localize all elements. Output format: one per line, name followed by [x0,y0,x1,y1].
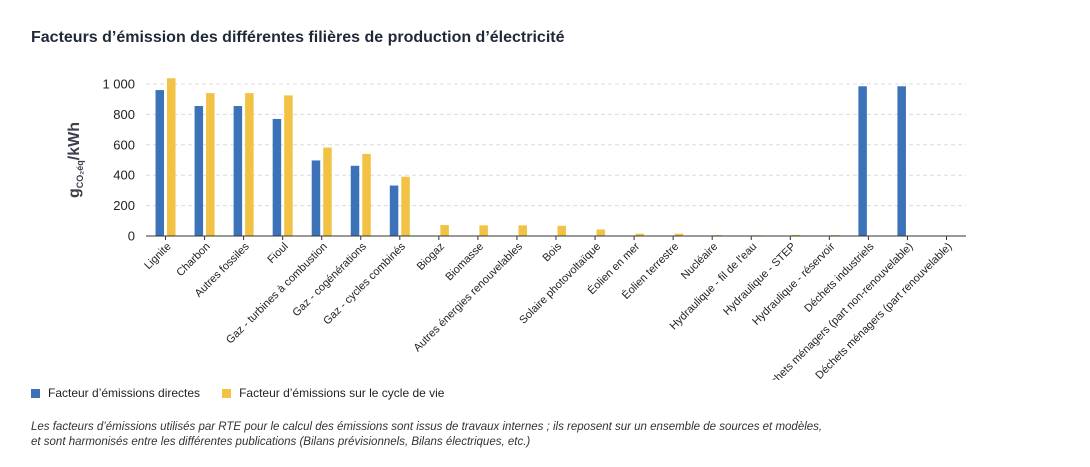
y-axis-label: gCO₂éq/kWh [66,122,85,198]
bar-lifecycle [596,229,606,236]
chart-title: Facteurs d’émission des différentes fili… [31,29,565,46]
bar-lifecycle [635,233,645,236]
legend-swatch-direct [31,388,40,398]
x-tick-label: Lignite [142,241,173,272]
bar-lifecycle [206,93,215,237]
x-tick-label: Hydraulique - STEP [721,241,798,318]
bar-lifecycle [518,225,527,236]
bar-direct [155,90,165,236]
legend-label-direct: Facteur d’émissions directes [48,386,201,400]
y-tick-label: 0 [128,229,135,244]
y-tick-label: 800 [113,107,135,122]
x-tick-label: Gaz - cycles combinés [321,240,408,327]
bar-lifecycle [323,147,332,236]
footnote-line-1: Les facteurs d’émissions utilisés par RT… [31,421,823,433]
bar-direct [858,86,867,236]
footnote: Les facteurs d’émissions utilisés par RT… [31,420,822,450]
bar-lifecycle [401,176,410,236]
y-tick-label: 1 000 [102,77,135,92]
bar-direct [389,185,399,236]
legend-label-lifecycle: Facteur d’émissions sur le cycle de vie [239,386,445,400]
x-tick-label: Gaz - cogénérations [290,240,369,319]
bar-lifecycle [167,78,176,236]
y-tick-label: 400 [113,168,135,183]
x-tick-label: Déchets industriels [802,240,877,315]
bar-lifecycle [440,225,449,236]
legend-item-direct[interactable]: Facteur d’émissions directes [31,386,200,400]
x-tick-label: Déchets ménagers (part renouvelable) [813,241,954,380]
x-tick-label: Nucléaire [679,241,720,282]
bar-lifecycle [284,95,293,237]
legend: Facteur d’émissions directes Facteur d’é… [31,386,466,400]
x-tick-label: Fioul [265,241,290,266]
x-tick-label: Bois [540,240,564,264]
legend-swatch-lifecycle [222,388,232,398]
bar-lifecycle [245,93,254,237]
y-tick-label: 600 [113,137,135,152]
bar-lifecycle [362,153,371,236]
bar-chart: 0 200 400 600 800 1 000 gCO₂éq/kWh Lignite Charb… [66,77,966,380]
footnote-line-2: et sont harmonisés entre les différentes… [31,436,531,448]
bar-direct [233,106,243,236]
legend-item-lifecycle[interactable]: Facteur d’émissions sur le cycle de vie [222,386,444,400]
bar-direct [311,160,321,236]
bar-direct [194,106,204,236]
bar-lifecycle [674,233,684,236]
x-tick-label: Biogaz [415,241,447,273]
bar-direct [272,118,282,236]
x-tick-label: Charbon [174,241,212,279]
bar-lifecycle [791,234,801,236]
bar-lifecycle [479,225,488,236]
bar-lifecycle [557,225,566,236]
bar-direct [350,165,360,236]
y-tick-label: 200 [113,198,135,213]
bar-direct [897,86,906,236]
